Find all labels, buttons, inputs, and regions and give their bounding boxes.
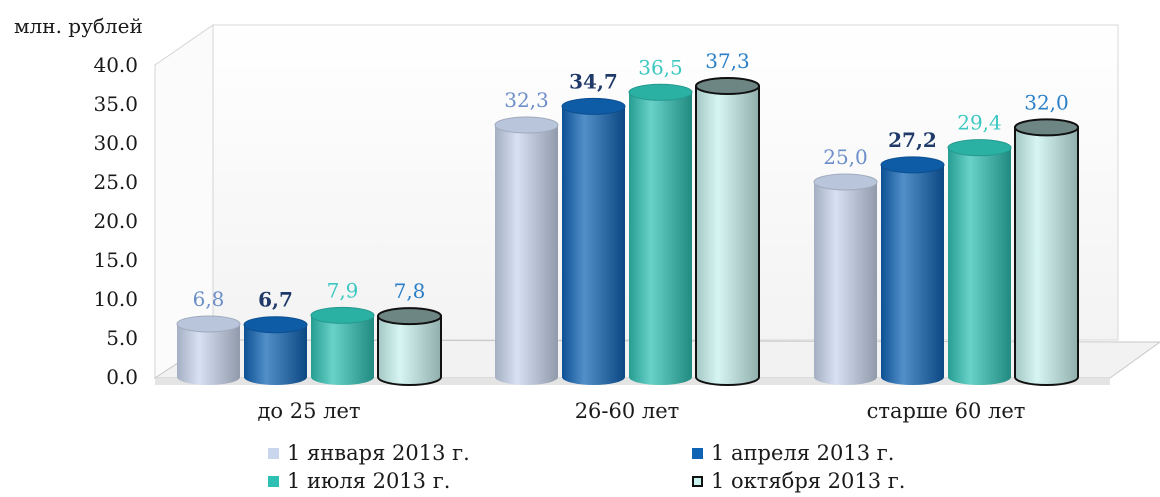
legend-label-1: 1 января 2013 г.	[287, 441, 470, 465]
data-label: 6,7	[258, 288, 293, 312]
y-tick-label: 5.0	[106, 326, 138, 350]
x-axis: до 25 лет 26-60 лет старше 60 лет	[257, 399, 1025, 423]
y-tick-label: 15.0	[93, 248, 138, 272]
y-tick-label: 30.0	[93, 131, 138, 155]
legend-item-2: 1 апреля 2013 г.	[692, 441, 894, 465]
y-tick-label: 10.0	[93, 287, 138, 311]
bar	[377, 307, 442, 386]
bar	[695, 77, 760, 386]
y-tick-label: 35.0	[93, 92, 138, 116]
bar	[813, 173, 878, 385]
legend-swatch-4	[692, 476, 703, 487]
bar	[243, 316, 308, 385]
legend-label-3: 1 июля 2013 г.	[287, 469, 451, 493]
y-tick-label: 0.0	[106, 365, 138, 389]
data-label: 6,8	[193, 287, 225, 311]
bar	[494, 116, 559, 385]
legend-swatch-3	[268, 476, 279, 487]
legend-swatch-1	[268, 448, 279, 459]
y-tick-label: 25.0	[93, 170, 138, 194]
legend-label-4: 1 октября 2013 г.	[711, 469, 906, 493]
bar	[947, 139, 1012, 385]
y-tick-label: 20.0	[93, 209, 138, 233]
data-labels: 6,8 6,7 7,9 7,8 32,3 34,7 36,5 37,3 25,0 27,2 29,4…	[193, 49, 1069, 312]
data-label: 32,3	[504, 88, 549, 112]
data-label: 36,5	[638, 55, 683, 79]
y-axis: 0.0 5.0 10.0 15.0 20.0 25.0 30.0 35.0 40.0	[93, 53, 138, 389]
y-tick-label: 40.0	[93, 53, 138, 77]
data-label: 7,9	[327, 278, 359, 302]
bar	[561, 97, 626, 385]
plot-area	[176, 77, 1079, 386]
x-category-label: старше 60 лет	[867, 399, 1026, 423]
legend-item-3: 1 июля 2013 г.	[268, 469, 450, 493]
data-label: 25,0	[823, 145, 868, 169]
bar	[310, 306, 375, 385]
y-axis-unit-label: млн. рублей	[14, 14, 143, 38]
x-category-label: 26-60 лет	[575, 399, 680, 423]
legend-swatch-2	[692, 448, 703, 459]
legend-item-1: 1 января 2013 г.	[268, 441, 470, 465]
data-label: 27,2	[888, 128, 937, 152]
bar	[1014, 118, 1079, 386]
data-label: 34,7	[569, 69, 618, 93]
data-label: 32,0	[1024, 90, 1069, 114]
bar	[880, 156, 945, 385]
x-category-label: до 25 лет	[257, 399, 360, 423]
legend-label-2: 1 апреля 2013 г.	[711, 441, 895, 465]
data-label: 37,3	[705, 49, 750, 73]
bar	[176, 315, 241, 385]
data-label: 7,8	[394, 279, 426, 303]
bar	[628, 83, 693, 386]
legend-item-4: 1 октября 2013 г.	[692, 469, 905, 493]
data-label: 29,4	[957, 111, 1002, 135]
